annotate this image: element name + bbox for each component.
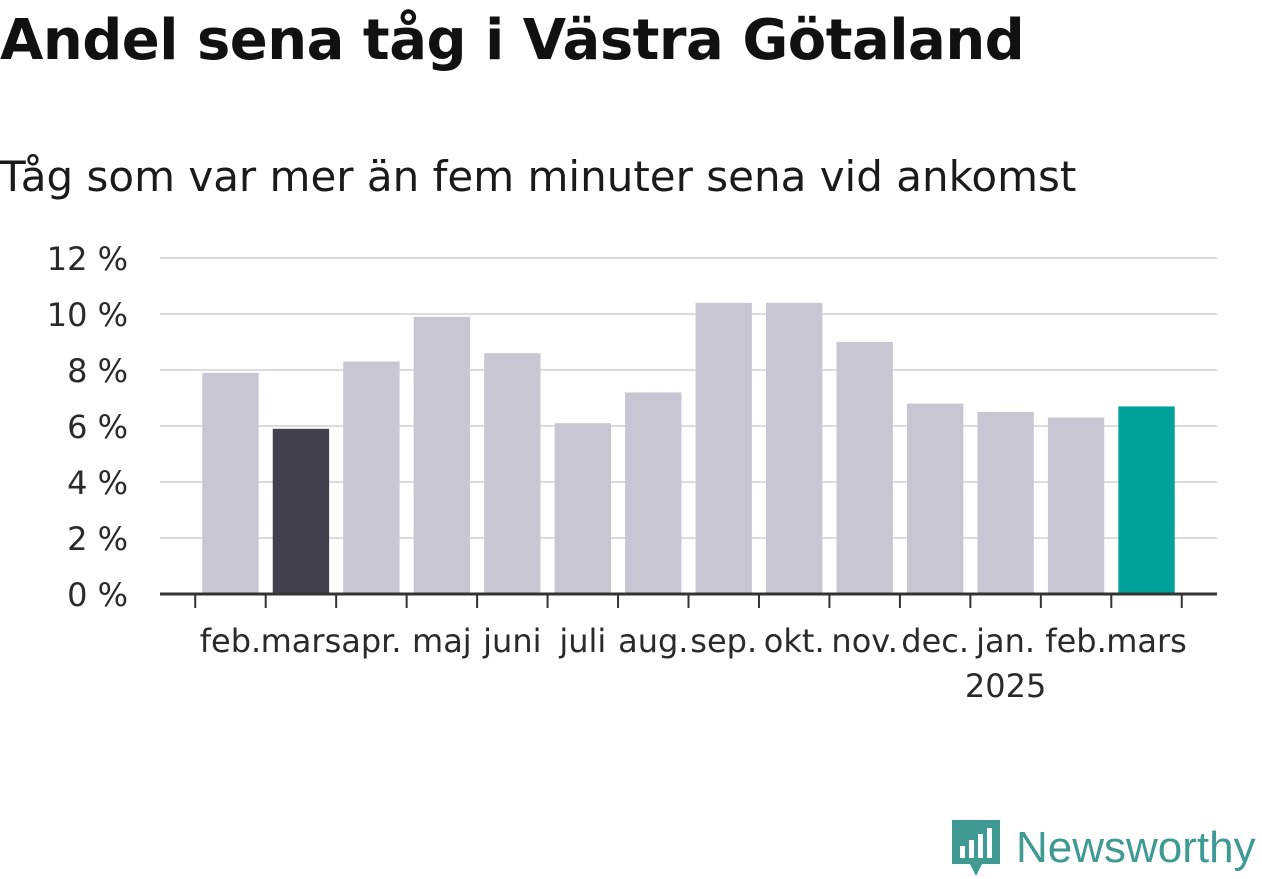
x-tick-label: nov. — [831, 622, 897, 660]
y-tick-label: 12 % — [47, 240, 128, 278]
bar — [836, 342, 893, 594]
newsworthy-logo-icon — [952, 820, 1000, 876]
bar — [202, 372, 259, 594]
bar — [977, 412, 1034, 594]
bar — [272, 428, 330, 594]
x-year-label: 2025 — [965, 667, 1046, 705]
x-tick-label: apr. — [341, 622, 401, 660]
x-tick-label: dec. — [901, 622, 969, 660]
y-tick-label: 10 % — [47, 296, 128, 334]
bar — [484, 353, 541, 594]
x-tick-label: feb. — [1045, 622, 1106, 660]
bar — [766, 302, 823, 594]
bar — [554, 423, 611, 594]
chart-title: Andel sena tåg i Västra Götaland — [0, 8, 1025, 73]
y-tick-label: 8 % — [67, 352, 128, 390]
x-tick-label: sep. — [690, 622, 757, 660]
bar — [1047, 417, 1105, 594]
y-tick-label: 2 % — [67, 520, 128, 558]
bar — [1118, 406, 1175, 594]
x-tick-label: juli — [558, 622, 606, 660]
y-tick-label: 4 % — [67, 464, 128, 502]
bar — [343, 361, 400, 594]
bar — [413, 316, 471, 594]
bar — [695, 302, 752, 594]
x-tick-label: mars — [261, 622, 342, 660]
x-tick-label: okt. — [764, 622, 825, 660]
x-tick-label: jan. — [975, 622, 1035, 660]
bar — [625, 392, 682, 594]
y-tick-label: 6 % — [67, 408, 128, 446]
x-tick-label: aug. — [618, 622, 688, 660]
x-tick-label: mars — [1106, 622, 1187, 660]
x-tick-label: feb. — [200, 622, 261, 660]
newsworthy-logo: Newsworthy — [950, 818, 1256, 878]
x-tick-label: maj — [412, 622, 472, 660]
x-tick-label: juni — [482, 622, 541, 660]
newsworthy-logo-text: Newsworthy — [1016, 823, 1256, 872]
y-tick-label: 0 % — [67, 576, 128, 614]
chart-subtitle: Tåg som var mer än fem minuter sena vid … — [0, 152, 1077, 201]
bar — [906, 403, 964, 594]
